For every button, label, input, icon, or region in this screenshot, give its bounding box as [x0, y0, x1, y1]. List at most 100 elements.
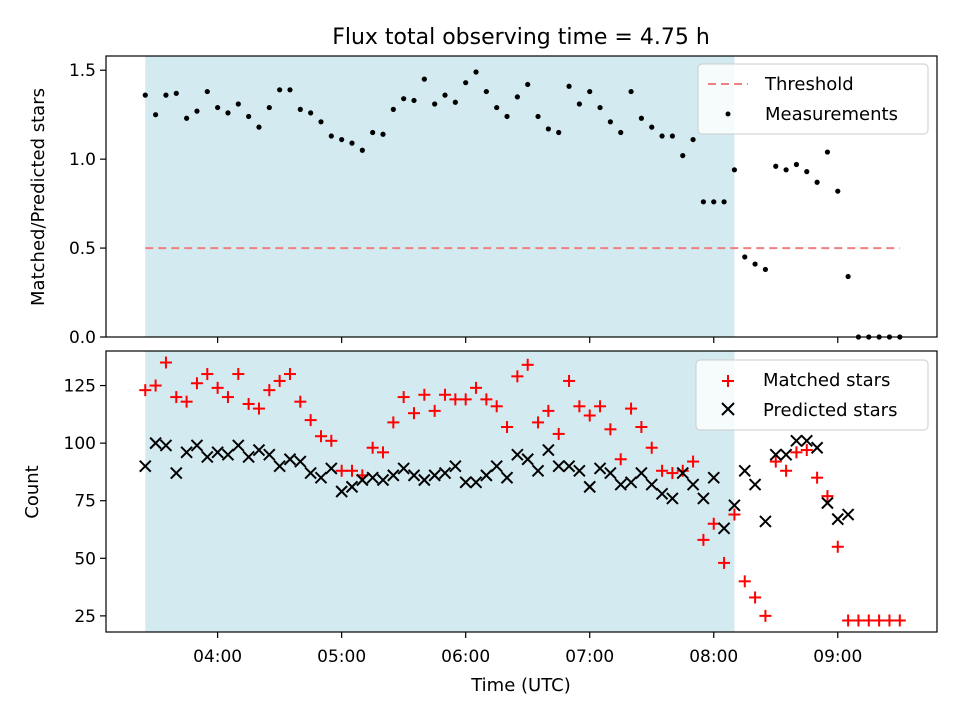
- matched-star-point: [201, 368, 214, 381]
- predicted-star-point: [294, 455, 307, 468]
- count-y-tick-label: 75: [74, 492, 96, 512]
- measurement-point: [225, 110, 231, 116]
- predicted-star-point: [149, 436, 162, 450]
- measurement-point: [235, 101, 241, 107]
- count-y-tick-label: 50: [74, 549, 96, 569]
- matched-star-point: [459, 393, 472, 406]
- matched-star-point: [883, 614, 896, 627]
- count-x-tick-label: 04:00: [193, 647, 242, 667]
- predicted-star-point: [438, 466, 452, 480]
- measurement-point: [173, 90, 179, 96]
- measurement-point: [597, 104, 603, 111]
- predicted-star-point: [211, 446, 224, 459]
- matched-star-point: [759, 609, 772, 622]
- matched-star-point: [439, 388, 452, 401]
- measurement-point: [411, 97, 417, 104]
- legend-matched-swatch: [722, 375, 734, 387]
- predicted-star-point: [645, 478, 658, 491]
- count-x-ticks: 04:00 05:00 06:00 07:00 08:00 09:00: [193, 632, 862, 667]
- matched-star-point: [325, 434, 338, 447]
- predicted-star-point: [366, 471, 379, 484]
- matched-star-point: [583, 409, 596, 422]
- measurement-point: [659, 133, 665, 139]
- predicted-star-point: [418, 473, 431, 487]
- predicted-star-point: [531, 464, 545, 477]
- ratio-legend-box: [697, 63, 929, 135]
- count-y-ticks: 25 50 75 100 125: [64, 377, 106, 627]
- count-legend-box: [695, 359, 929, 431]
- measurement-point: [194, 108, 200, 114]
- matched-star-point: [707, 517, 720, 530]
- measurement-point: [576, 101, 582, 107]
- predicted-star-point: [686, 478, 700, 491]
- measurement-point: [649, 124, 655, 130]
- measurement-point: [318, 119, 324, 125]
- measurement-point: [638, 115, 644, 121]
- matched-star-point: [521, 358, 534, 371]
- measurement-point: [690, 136, 696, 143]
- predicted-star-point: [242, 450, 255, 464]
- legend-predicted-swatch: [721, 402, 735, 416]
- predicted-star-point: [717, 522, 731, 535]
- measurement-point: [339, 136, 345, 143]
- matched-star-point: [800, 444, 813, 457]
- matched-star-point: [428, 404, 441, 417]
- measurement-point: [587, 88, 593, 95]
- measurement-point: [204, 88, 210, 95]
- matched-star-point: [232, 368, 245, 381]
- ratio-y-ticks: 0.0 0.5 1.0 1.5: [69, 61, 106, 348]
- measurement-point: [835, 188, 841, 194]
- predicted-star-point: [573, 464, 586, 477]
- matched-star-point: [780, 464, 793, 477]
- measurement-point: [328, 133, 334, 139]
- predicted-star-point: [604, 466, 617, 480]
- measurement-point: [483, 88, 489, 95]
- predicted-star-point: [159, 439, 173, 452]
- matched-star-point: [139, 384, 152, 397]
- predicted-star-point: [748, 478, 762, 491]
- measurement-point: [473, 69, 479, 75]
- matched-star-point: [749, 591, 762, 604]
- matched-star-point: [542, 404, 555, 417]
- predicted-star-point: [190, 439, 204, 452]
- predicted-star-point: [387, 469, 400, 482]
- predicted-star-point: [562, 459, 576, 473]
- measurement-point: [514, 94, 520, 100]
- matched-star-point: [511, 370, 524, 383]
- measurement-point: [308, 110, 314, 116]
- measurement-point: [742, 254, 748, 260]
- matched-star-point: [563, 374, 576, 387]
- matched-star-point: [676, 464, 689, 477]
- measurement-point: [711, 199, 717, 205]
- predicted-star-point: [707, 471, 720, 484]
- predicted-star-point: [500, 471, 514, 484]
- measurement-point: [163, 92, 169, 98]
- predicted-star-point: [273, 459, 286, 473]
- count-y-tick-label: 25: [74, 607, 96, 627]
- measurement-point: [452, 99, 458, 105]
- measurement-point: [762, 266, 769, 273]
- predicted-star-point: [345, 480, 359, 494]
- measurement-point: [246, 113, 252, 120]
- matched-star-point: [149, 379, 162, 392]
- measurement-point: [494, 104, 500, 111]
- predicted-star-point: [407, 469, 421, 482]
- legend-measurements-label: Measurements: [765, 104, 898, 125]
- measurement-point: [266, 104, 272, 111]
- measurement-point: [370, 129, 376, 136]
- predicted-star-point: [790, 434, 803, 448]
- matched-star-point: [594, 400, 607, 413]
- matched-star-point: [625, 402, 638, 415]
- matched-star-point: [304, 414, 317, 427]
- matched-star-point: [573, 400, 586, 413]
- matched-star-point: [190, 377, 203, 390]
- matched-star-point: [366, 441, 379, 454]
- measurement-point: [525, 81, 531, 88]
- measurement-point: [628, 88, 634, 95]
- matched-star-point: [635, 421, 648, 434]
- predicted-star-point: [676, 466, 689, 480]
- predicted-star-point: [335, 485, 348, 498]
- predicted-star-point: [511, 448, 524, 461]
- predicted-star-point: [376, 473, 390, 487]
- matched-star-points: [139, 356, 906, 627]
